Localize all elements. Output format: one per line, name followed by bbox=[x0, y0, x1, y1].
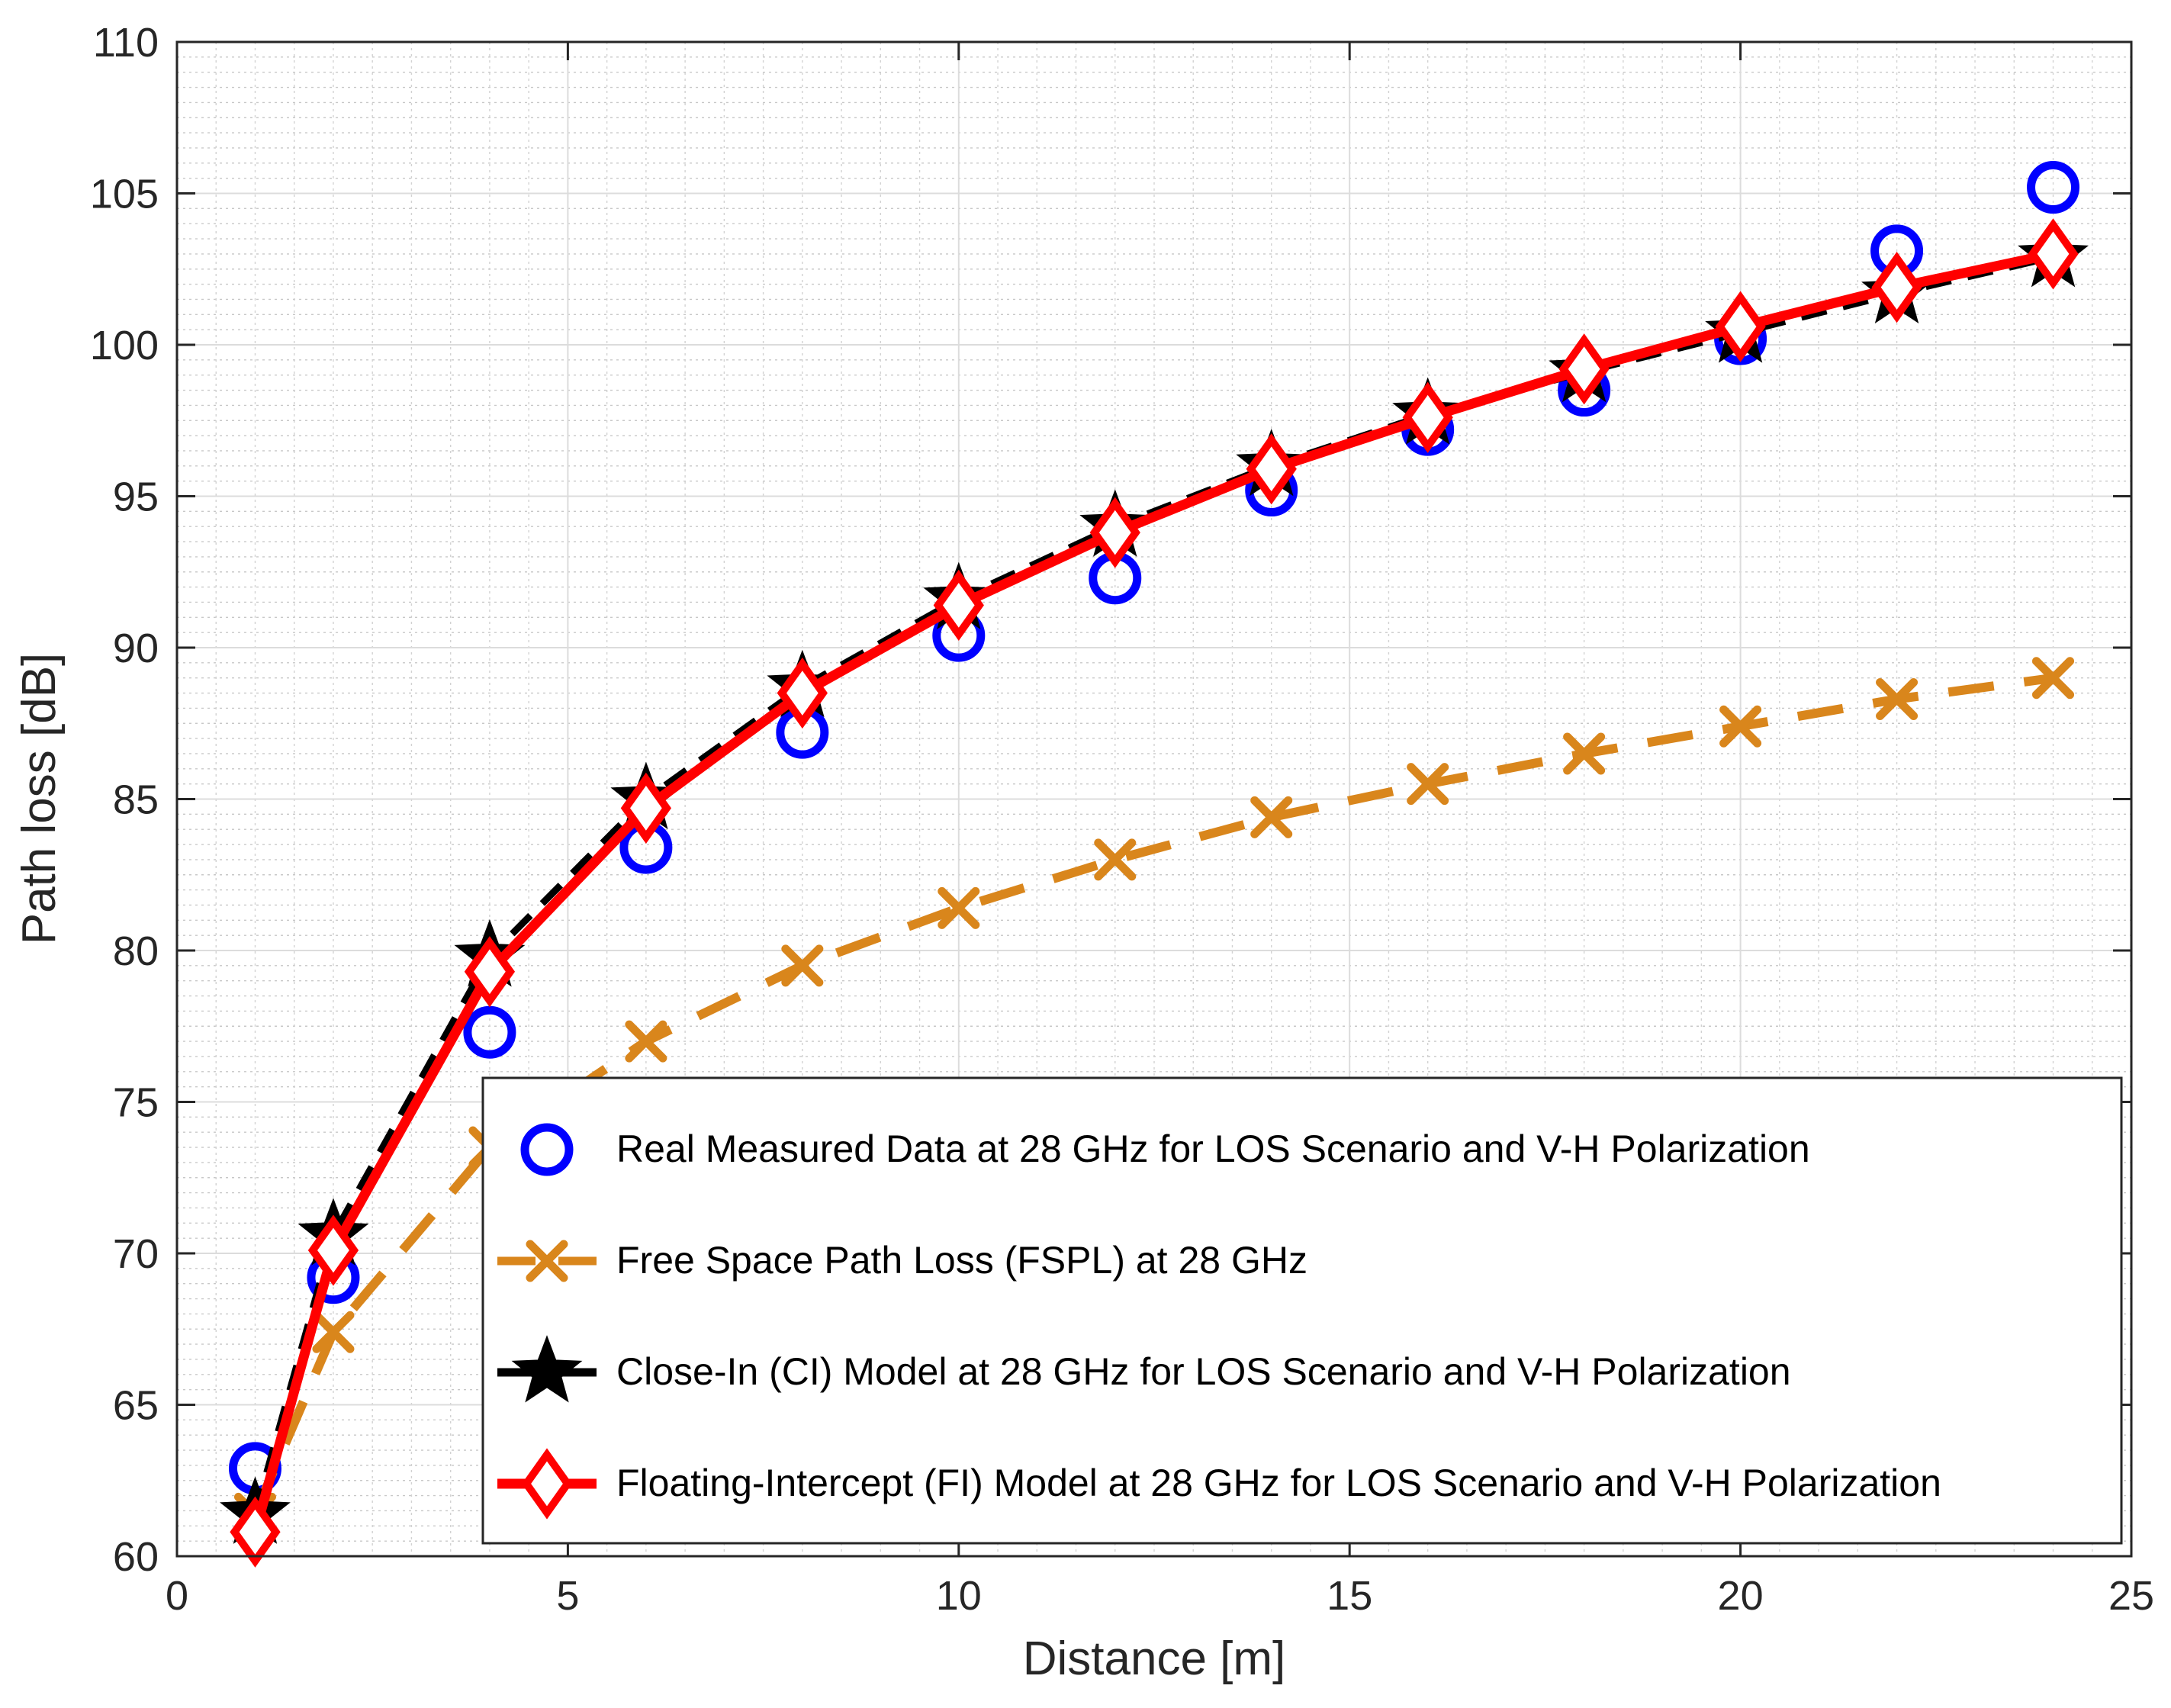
data-point-fspl bbox=[1094, 838, 1137, 881]
legend-label-fspl: Free Space Path Loss (FSPL) at 28 GHz bbox=[616, 1239, 1307, 1282]
data-point-fi-model bbox=[1089, 497, 1140, 568]
legend-sample-measured bbox=[520, 1123, 574, 1176]
y-tick-label: 105 bbox=[90, 172, 159, 217]
ticks: 60 65 70 75 80 85 90 95 100 105 110 0 5 10 15 20 25 bbox=[90, 20, 2154, 1619]
x-tick-label: 5 bbox=[556, 1573, 579, 1619]
y-tick-label: 85 bbox=[113, 777, 159, 823]
y-tick-label: 70 bbox=[113, 1231, 159, 1277]
legend-samples bbox=[497, 1123, 597, 1520]
data-point-measured bbox=[463, 1005, 516, 1059]
data-point-fspl bbox=[1407, 763, 1449, 806]
legend-marker-measured bbox=[520, 1123, 574, 1176]
data-point-measured bbox=[2027, 161, 2080, 214]
x-tick-label: 20 bbox=[1718, 1573, 1764, 1619]
x-tick-label: 25 bbox=[2108, 1573, 2154, 1619]
legend-label-measured: Real Measured Data at 28 GHz for LOS Sce… bbox=[616, 1127, 1810, 1170]
data-point-fi-model bbox=[1871, 251, 1922, 323]
data-point-fi-model bbox=[464, 936, 516, 1008]
legend-box bbox=[481, 1076, 2123, 1545]
legend-label-ci-model: Close-In (CI) Model at 28 GHz for LOS Sc… bbox=[616, 1350, 1791, 1393]
y-tick-label: 95 bbox=[113, 474, 159, 520]
data-point-fi-model bbox=[1402, 381, 1453, 453]
y-tick-label: 65 bbox=[113, 1383, 159, 1429]
legend-sample-fi-model bbox=[497, 1448, 597, 1520]
y-axis-title: Path loss [dB] bbox=[13, 653, 66, 945]
legend-sample-fspl bbox=[497, 1240, 597, 1282]
data-point-fi-model bbox=[1715, 291, 1766, 362]
data-point-fspl bbox=[312, 1311, 355, 1353]
data-point-fspl bbox=[1250, 796, 1293, 838]
x-axis-title: Distance [m] bbox=[1023, 1632, 1286, 1685]
x-tick-label: 10 bbox=[936, 1573, 982, 1619]
legend: Real Measured Data at 28 GHz for LOS Sce… bbox=[481, 1076, 2123, 1545]
x-tick-label: 0 bbox=[166, 1573, 188, 1619]
y-tick-label: 100 bbox=[90, 323, 159, 368]
data-point-fi-model bbox=[2028, 218, 2079, 290]
legend-marker-fi-model bbox=[521, 1448, 573, 1520]
data-point-fi-model bbox=[777, 657, 828, 729]
data-point-fi-model bbox=[933, 569, 984, 642]
data-point-fspl bbox=[1719, 705, 1762, 748]
legend-label-fi-model: Floating-Intercept (FI) Model at 28 GHz … bbox=[616, 1462, 1941, 1504]
legend-marker-ci-model bbox=[511, 1335, 583, 1403]
y-tick-label: 90 bbox=[113, 626, 159, 671]
data-point-fspl bbox=[1876, 677, 1919, 720]
legend-sample-ci-model bbox=[497, 1335, 597, 1403]
data-point-fspl bbox=[938, 886, 980, 929]
data-point-fspl bbox=[2032, 657, 2075, 700]
data-point-fi-model bbox=[1558, 333, 1610, 405]
data-point-fi-model bbox=[1246, 433, 1297, 505]
series-fi-model bbox=[230, 218, 2079, 1568]
y-tick-label: 80 bbox=[113, 928, 159, 974]
x-tick-label: 15 bbox=[1327, 1573, 1372, 1619]
legend-marker-fspl bbox=[526, 1240, 568, 1282]
data-point-fspl bbox=[781, 944, 824, 987]
data-point-fspl bbox=[1563, 732, 1606, 775]
data-point-fi-model bbox=[620, 772, 672, 844]
series-layer bbox=[219, 161, 2089, 1568]
y-tick-label: 60 bbox=[113, 1534, 159, 1580]
data-point-fspl bbox=[625, 1020, 667, 1063]
y-tick-label: 110 bbox=[93, 20, 159, 66]
data-point-fi-model bbox=[307, 1214, 359, 1286]
y-tick-label: 75 bbox=[113, 1080, 159, 1126]
data-point-fi-model bbox=[230, 1496, 281, 1568]
